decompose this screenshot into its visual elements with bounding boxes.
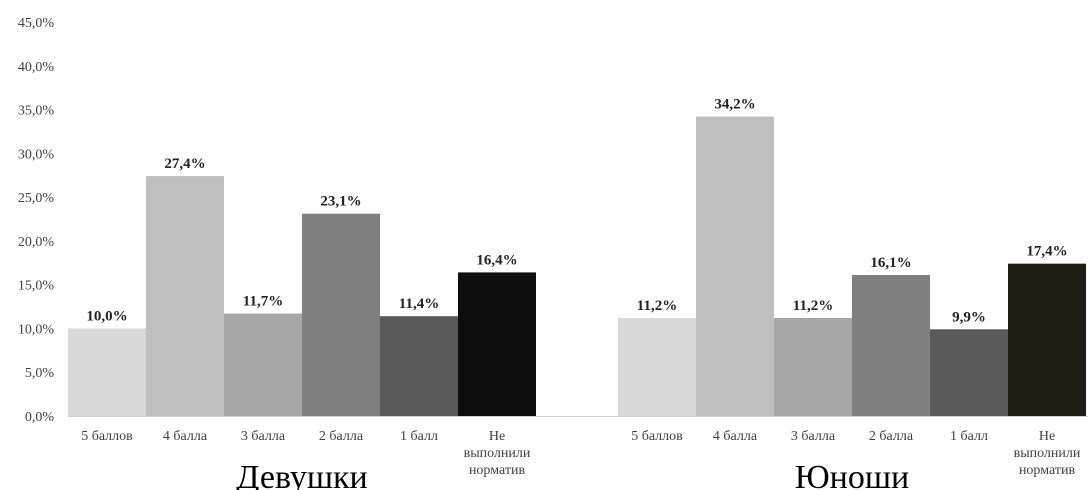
y-tick-label: 25,0% <box>18 191 55 206</box>
y-tick-label: 0,0% <box>25 410 55 425</box>
category-label: 2 балла <box>869 429 914 444</box>
category-label: 4 балла <box>713 429 758 444</box>
bar <box>380 316 458 416</box>
y-axis: 0,0% 5,0% 10,0% 15,0% 20,0% 25,0% 30,0% 35,0% 40… <box>18 16 55 425</box>
data-label: 9,9% <box>952 309 986 325</box>
data-label: 11,2% <box>637 298 677 314</box>
data-label: 17,4% <box>1026 244 1067 260</box>
y-tick-label: 45,0% <box>18 16 55 31</box>
bars <box>68 116 1086 416</box>
category-label: 1 балл <box>950 429 988 444</box>
data-label: 23,1% <box>320 194 361 210</box>
data-label: 34,2% <box>714 97 755 113</box>
category-label: 1 балл <box>400 429 438 444</box>
y-tick-label: 5,0% <box>25 366 55 381</box>
bar <box>774 317 852 416</box>
bar <box>1008 263 1086 416</box>
y-tick-label: 20,0% <box>18 235 55 250</box>
data-label: 11,7% <box>243 294 283 310</box>
category-label: Не выполнили норматив <box>464 429 531 478</box>
category-label: 2 балла <box>319 429 364 444</box>
y-tick-label: 30,0% <box>18 147 55 162</box>
bar <box>618 317 696 416</box>
bar <box>458 272 536 416</box>
category-label: 4 балла <box>163 429 208 444</box>
bar <box>302 213 380 416</box>
bar <box>696 116 774 416</box>
y-tick-label: 10,0% <box>18 322 55 337</box>
data-label: 10,0% <box>86 308 127 324</box>
bar <box>146 176 224 416</box>
category-labels: 5 баллов 4 балла 3 балла 2 балла 1 балл Не вып… <box>81 429 1081 478</box>
bar <box>852 275 930 416</box>
y-tick-label: 40,0% <box>18 60 55 75</box>
bar <box>224 313 302 416</box>
y-tick-label: 15,0% <box>18 279 55 294</box>
group-labels: Девушки Юноши <box>236 459 909 490</box>
category-label: 3 балла <box>241 429 286 444</box>
group-label: Девушки <box>236 459 367 490</box>
bar <box>68 328 146 416</box>
data-label: 11,2% <box>793 298 833 314</box>
data-label: 27,4% <box>164 156 205 172</box>
data-label: 16,1% <box>870 255 911 271</box>
category-label: 5 баллов <box>631 429 683 444</box>
y-tick-label: 35,0% <box>18 104 55 119</box>
data-labels: 10,0% 27,4% 11,7% 23,1% 11,4% 16,4% 11,2% 34,2%… <box>86 97 1067 326</box>
data-label: 16,4% <box>476 252 517 268</box>
category-label: Не выполнили норматив <box>1014 429 1081 478</box>
data-label: 11,4% <box>399 296 439 312</box>
category-label: 5 баллов <box>81 429 133 444</box>
group-label: Юноши <box>795 459 910 490</box>
category-label: 3 балла <box>791 429 836 444</box>
bar <box>930 329 1008 416</box>
